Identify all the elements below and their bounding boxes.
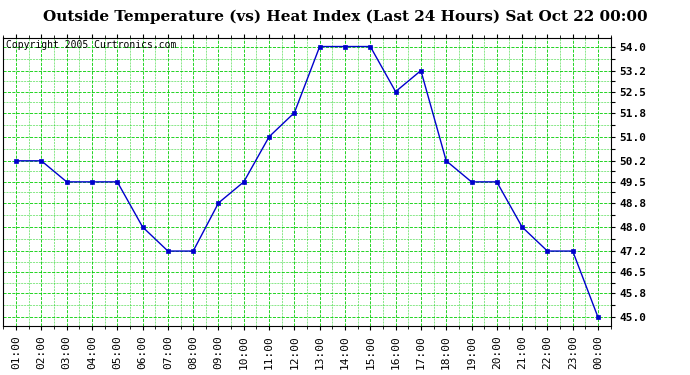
- Text: Copyright 2005 Curtronics.com: Copyright 2005 Curtronics.com: [6, 40, 177, 50]
- Text: Outside Temperature (vs) Heat Index (Last 24 Hours) Sat Oct 22 00:00: Outside Temperature (vs) Heat Index (Las…: [43, 9, 647, 24]
